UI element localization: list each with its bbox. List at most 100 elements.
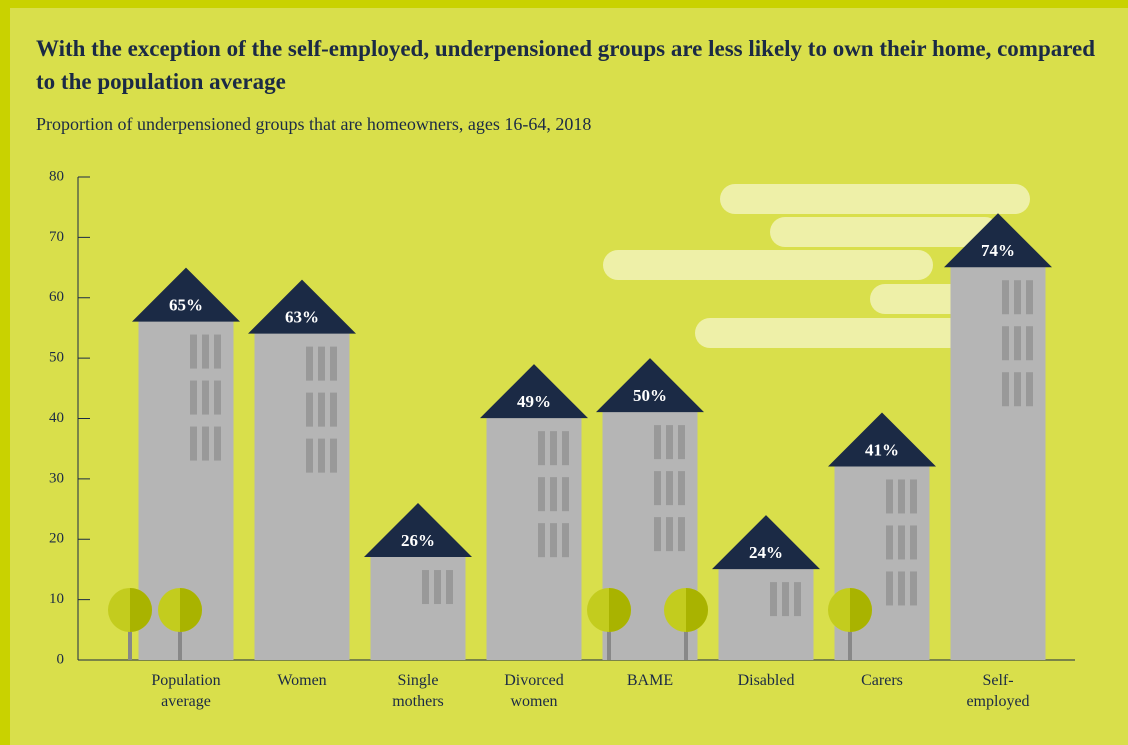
window [214, 334, 221, 369]
window [562, 431, 569, 466]
window [318, 346, 325, 381]
value-label: 50% [633, 386, 667, 405]
window [318, 392, 325, 427]
window [330, 392, 337, 427]
window [1026, 372, 1033, 407]
tree-shade [130, 588, 152, 632]
y-tick-label: 10 [49, 591, 64, 607]
y-tick-label: 80 [49, 168, 64, 184]
window [1014, 326, 1021, 361]
window [898, 571, 905, 606]
window [678, 517, 685, 552]
windows [190, 334, 221, 461]
y-tick-label: 0 [57, 651, 65, 667]
x-tick-label: Disabled [737, 672, 795, 689]
x-tick-label: Single mothers [392, 672, 444, 710]
window [770, 582, 777, 617]
window [538, 477, 545, 512]
window [318, 438, 325, 473]
value-label: 24% [749, 543, 783, 562]
window [910, 479, 917, 514]
x-tick-label: Self-employed [966, 672, 1030, 710]
window [1002, 326, 1009, 361]
windows [306, 346, 337, 473]
roof [364, 503, 472, 558]
window [886, 479, 893, 514]
window [190, 334, 197, 369]
window [678, 425, 685, 460]
window [190, 380, 197, 415]
window [898, 479, 905, 514]
window [666, 517, 673, 552]
window [782, 582, 789, 617]
window [330, 438, 337, 473]
window [666, 471, 673, 506]
window [886, 571, 893, 606]
x-tick-label: Divorced women [504, 672, 564, 710]
tree-shade [850, 588, 872, 632]
window [1002, 372, 1009, 407]
value-label: 41% [865, 440, 899, 459]
window [434, 570, 441, 605]
window [190, 426, 197, 461]
window [1026, 326, 1033, 361]
roof [248, 279, 356, 334]
y-tick-label: 20 [49, 531, 64, 547]
window [562, 523, 569, 558]
window [202, 380, 209, 415]
window [886, 525, 893, 560]
building [254, 332, 350, 660]
y-tick-label: 30 [49, 470, 64, 486]
window [422, 570, 429, 605]
x-tick-label: Population average [151, 672, 221, 710]
roof [596, 358, 704, 413]
chart-subtitle: Proportion of underpensioned groups that… [36, 114, 592, 134]
window [898, 525, 905, 560]
windows [770, 582, 801, 617]
y-tick-label: 60 [49, 289, 64, 305]
window [654, 471, 661, 506]
windows [654, 425, 685, 552]
tree-shade [686, 588, 708, 632]
value-label: 26% [401, 531, 435, 550]
window [550, 523, 557, 558]
window [538, 431, 545, 466]
value-label: 65% [169, 295, 203, 314]
window [1014, 372, 1021, 407]
window [562, 477, 569, 512]
window [1026, 280, 1033, 315]
window [910, 571, 917, 606]
window [214, 380, 221, 415]
roof [712, 515, 820, 570]
y-tick-label: 40 [49, 410, 64, 426]
roof [132, 267, 240, 322]
windows [1002, 280, 1033, 407]
window [910, 525, 917, 560]
window [678, 471, 685, 506]
roof [828, 412, 936, 467]
window [550, 431, 557, 466]
tree-shade [180, 588, 202, 632]
window [654, 425, 661, 460]
chart-title: With the exception of the self-employed,… [36, 36, 1096, 94]
window [330, 346, 337, 381]
windows [886, 479, 917, 606]
window [550, 477, 557, 512]
window [202, 334, 209, 369]
roof [944, 213, 1052, 268]
x-tick-label: BAME [626, 672, 674, 689]
x-tick-label: Carers [861, 672, 903, 689]
window [306, 346, 313, 381]
window [306, 392, 313, 427]
value-label: 49% [517, 392, 551, 411]
window [666, 425, 673, 460]
window [306, 438, 313, 473]
window [538, 523, 545, 558]
value-label: 63% [285, 308, 319, 327]
window [654, 517, 661, 552]
roof [480, 364, 588, 419]
window [446, 570, 453, 605]
window [1014, 280, 1021, 315]
